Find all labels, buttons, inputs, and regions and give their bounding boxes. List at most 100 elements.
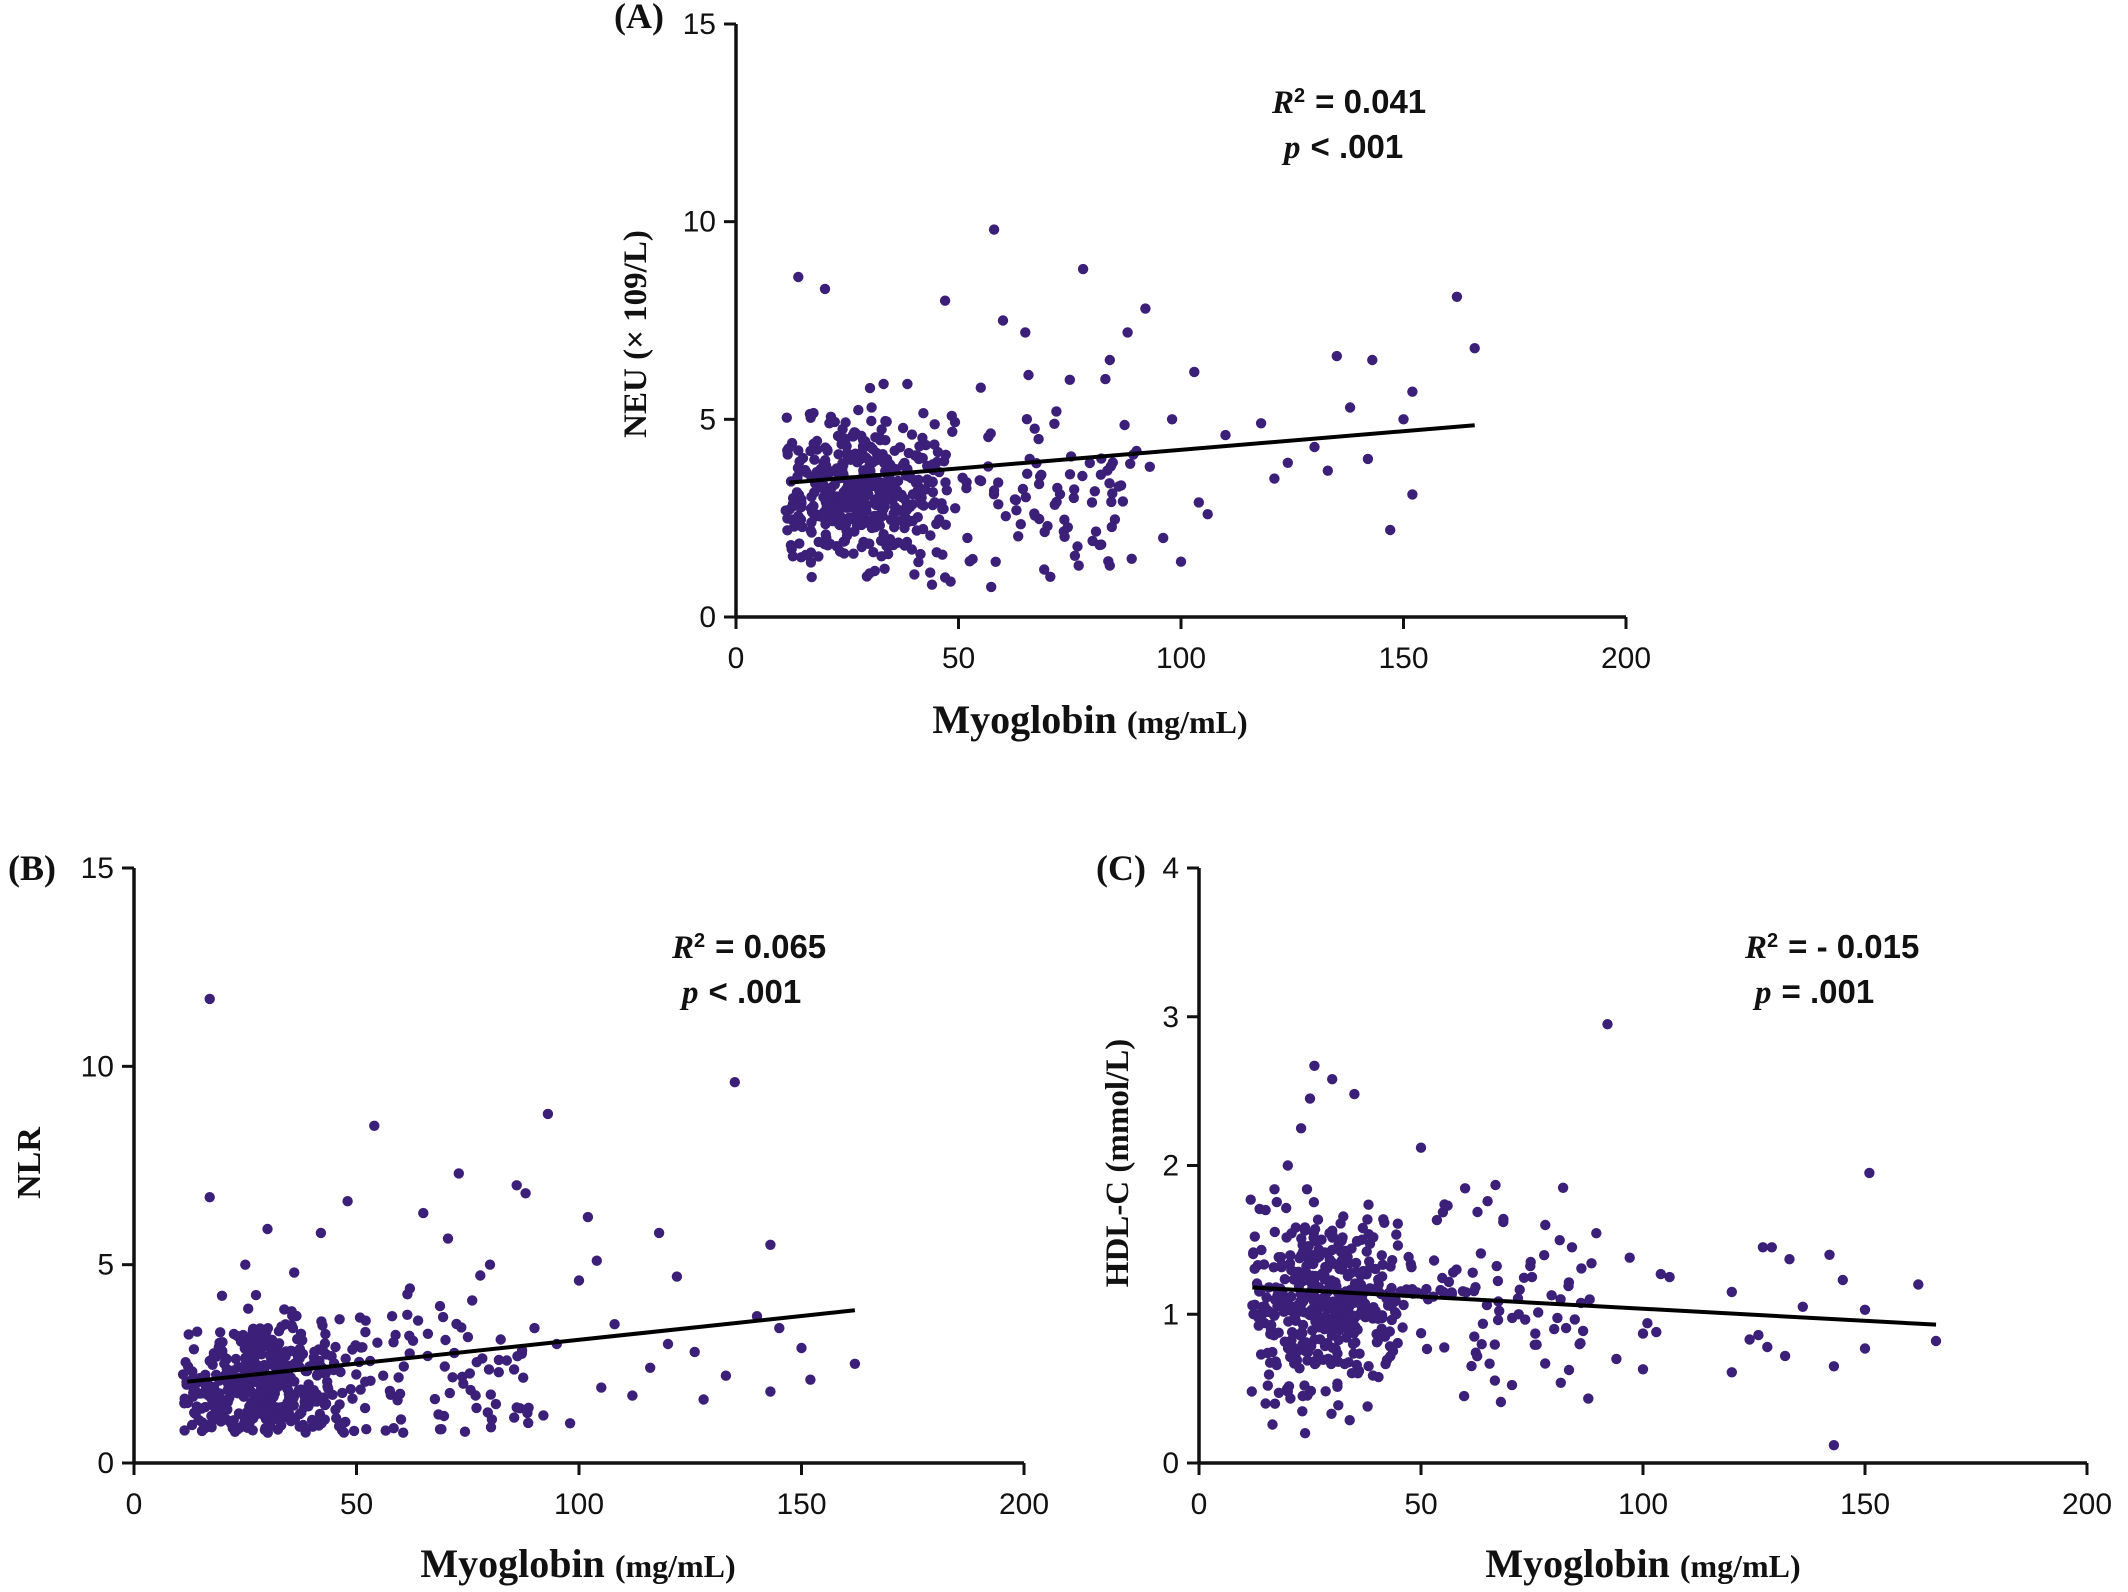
panel-a-data-point (1095, 469, 1107, 480)
panel-a-data-point (838, 460, 849, 471)
panel-c-x-tick-label: 0 (1191, 1488, 1208, 1521)
panel-c-data-point (1391, 1308, 1402, 1320)
panel-a-data-point (900, 512, 912, 524)
panel-a-data-point (1021, 414, 1033, 425)
panel-c-data-point (1310, 1357, 1322, 1369)
panel-c-data-point (1489, 1375, 1501, 1386)
panel-c-data-point (1387, 1255, 1398, 1266)
panel-a-p-value: < .001 (1311, 128, 1404, 165)
panel-b-data-point (331, 1413, 342, 1424)
panel-c-data-point (1256, 1310, 1267, 1321)
panel-b-data-point (265, 1381, 276, 1393)
panel-b-data-point (330, 1404, 341, 1416)
panel-b-y-tick-label: 5 (97, 1249, 114, 1282)
panel-b-data-point (462, 1331, 474, 1343)
panel-a-label: (A) (614, 0, 664, 36)
panel-c-data-point (1376, 1310, 1388, 1321)
panel-b-data-point (330, 1341, 341, 1353)
panel-b-data-point (645, 1362, 656, 1374)
panel-a-data-point (791, 487, 803, 498)
panel-c-data-point (1421, 1343, 1433, 1355)
panel-b-data-point (564, 1418, 576, 1429)
panel-a-plot-area: 0 50 100 150 200 0 5 10 15 (683, 8, 1651, 675)
panel-a-data-point (1084, 457, 1096, 469)
panel-c-data-point (1247, 1300, 1258, 1311)
panel-a-data-point (917, 432, 928, 444)
panel-a-data-point (925, 530, 936, 541)
panel-b-x-tick-label: 0 (126, 1488, 143, 1521)
panel-a-data-point (906, 429, 918, 440)
panel-c-data-point (1309, 1224, 1321, 1235)
panel-c-data-point (1484, 1358, 1495, 1369)
panel-a-data-point (889, 445, 900, 456)
panel-c-data-point (1307, 1275, 1318, 1287)
panel-b-data-point (335, 1366, 346, 1378)
panel-b-data-point (529, 1322, 540, 1334)
panel-a-data-point (927, 476, 938, 488)
panel-b-data-point (277, 1401, 288, 1413)
panel-c-data-point (1491, 1260, 1502, 1272)
panel-b-x-tick-label: 100 (554, 1488, 604, 1521)
panel-b-data-point (388, 1423, 399, 1434)
panel-c-data-point (1431, 1214, 1443, 1226)
panel-c-data-point (1492, 1314, 1504, 1326)
panel-b-data-point (311, 1396, 323, 1407)
panel-c-data-point (1362, 1214, 1373, 1225)
panel-c-data-point (1262, 1380, 1274, 1391)
panel-a-data-point (870, 455, 881, 466)
panel-a-data-point (880, 415, 891, 427)
panel-a-data-point (1029, 423, 1040, 434)
panel-b-data-point (254, 1323, 266, 1334)
panel-a-data-point (1122, 327, 1133, 338)
panel-b-data-point (501, 1355, 512, 1366)
panel-b-data-point (200, 1381, 212, 1392)
panel-c-data-point (1355, 1279, 1367, 1290)
panel-b-data-point (262, 1323, 274, 1334)
panel-b-data-point (276, 1321, 287, 1332)
panel-c-data-point (1442, 1200, 1453, 1211)
panel-c-data-point (1347, 1310, 1358, 1321)
panel-c-data-point (1552, 1312, 1563, 1324)
panel-a-data-point (789, 521, 800, 532)
panel-b-data-point (805, 1374, 816, 1385)
panel-a-data-point (780, 505, 791, 516)
panel-b-data-point (518, 1372, 529, 1383)
panel-b-data-point (412, 1315, 424, 1326)
panel-a-data-point (816, 482, 827, 493)
panel-c-p-symbol: p (1752, 975, 1772, 1011)
panel-a-data-point (1107, 488, 1118, 499)
panel-b-data-point (434, 1300, 446, 1312)
panel-b-data-point (230, 1353, 242, 1365)
panel-b-data-point (252, 1362, 263, 1373)
panel-b-data-point (179, 1393, 190, 1404)
panel-b-data-point (216, 1348, 228, 1359)
panel-b-data-point (493, 1367, 504, 1378)
panel-a-data-point (1385, 524, 1396, 536)
panel-a-data-point (1015, 519, 1026, 530)
panel-b-data-point (360, 1315, 371, 1326)
panel-b-data-point (470, 1390, 481, 1401)
panel-c-data-point (1269, 1398, 1281, 1409)
panel-a-data-point (1331, 350, 1343, 362)
panel-b-data-point (285, 1416, 297, 1427)
panel-b-data-point (187, 1366, 198, 1377)
panel-b-p-value: < .001 (709, 973, 802, 1010)
panel-c-r2-value: = - 0.015 (1788, 928, 1919, 965)
panel-b-data-point (241, 1380, 252, 1391)
panel-c-data-point (1526, 1271, 1538, 1283)
panel-a-data-point (1064, 374, 1076, 385)
panel-a-x-axis-title-main: Myoglobin (932, 697, 1116, 742)
panel-a-data-point (1045, 571, 1056, 582)
panel-a-data-point (866, 415, 877, 427)
panel-b-r2-value: = 0.065 (715, 928, 826, 965)
panel-b-data-point (398, 1361, 409, 1372)
panel-c-data-point (1757, 1242, 1769, 1253)
panel-b-data-point (347, 1393, 358, 1404)
panel-b-data-point (444, 1387, 455, 1399)
panel-a-r2-exponent: 2 (1294, 85, 1305, 107)
panel-b-data-point (342, 1196, 353, 1207)
panel-c-data-point (1513, 1309, 1524, 1320)
panel-c-data-point (1476, 1339, 1487, 1350)
panel-a-data-point (967, 553, 978, 565)
